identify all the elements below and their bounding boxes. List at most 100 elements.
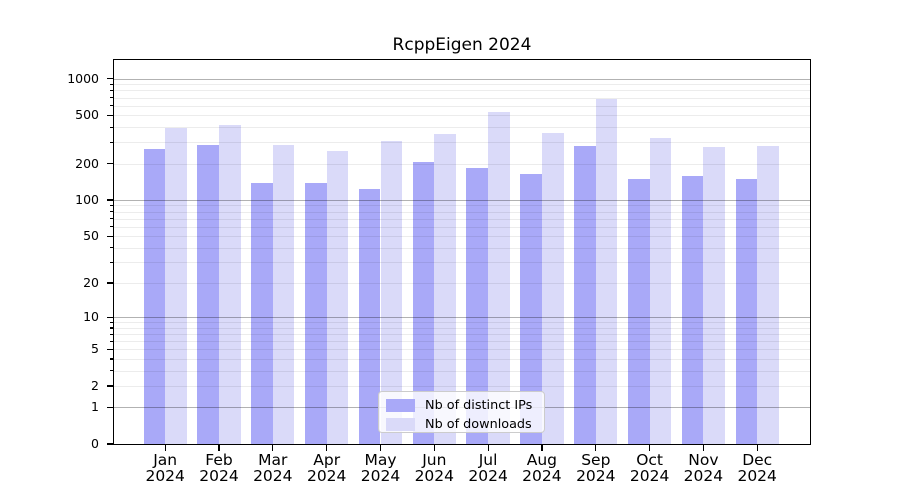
y-tick-100 — [107, 199, 114, 201]
gridline-minor-700 — [114, 97, 810, 99]
plot-area: Nb of distinct IPs Nb of downloads — [114, 60, 810, 444]
y-tick-label-2: 2 — [91, 377, 99, 393]
gridline-minor-900 — [114, 84, 810, 86]
x-tick-label-oct: Oct 2024 — [629, 451, 670, 485]
legend-label-downloads: Nb of downloads — [425, 417, 532, 432]
y-tick-label-100: 100 — [75, 191, 99, 207]
x-tick-label-apr: Apr 2024 — [306, 451, 347, 485]
gridline-minor-200 — [114, 163, 810, 165]
x-tick-oct — [649, 445, 651, 451]
x-tick-may — [379, 445, 382, 451]
y-minortick-80 — [110, 211, 114, 213]
bar-distinct-ips-jun — [412, 161, 435, 444]
x-tick-jun — [433, 445, 435, 451]
bar-distinct-ips-nov — [681, 175, 704, 444]
y-minortick-9 — [110, 321, 114, 323]
gridline-minor-4 — [114, 358, 810, 360]
bar-distinct-ips-aug — [520, 174, 542, 444]
y-minortick-300 — [110, 141, 114, 143]
x-tick-apr — [326, 445, 328, 451]
gridline-minor-2 — [114, 385, 810, 387]
y-minortick-70 — [110, 218, 114, 220]
gridline-major-100 — [114, 199, 810, 201]
gridline-minor-50 — [114, 236, 810, 238]
x-tick-mar — [272, 445, 274, 451]
x-tick-label-jul: Jul 2024 — [468, 451, 508, 485]
y-tick-1000 — [107, 78, 114, 80]
x-tick-label-jan: Jan 2024 — [145, 451, 185, 485]
legend-swatch-distinct-ips — [386, 399, 415, 412]
gridline-minor-500 — [114, 115, 810, 117]
bar-distinct-ips-may — [358, 188, 381, 444]
gridline-minor-8 — [114, 327, 810, 329]
y-minortick-3 — [110, 370, 114, 372]
gridline-minor-6 — [114, 341, 810, 343]
y-minortick-7 — [110, 333, 114, 335]
chart-title: RcppEigen 2024 — [392, 35, 532, 55]
y-minortick-30 — [110, 261, 114, 264]
gridline-major-10 — [114, 317, 810, 319]
y-minortick-8 — [110, 327, 114, 329]
y-tick-label-10: 10 — [83, 309, 99, 325]
y-tick-label-500: 500 — [75, 107, 99, 123]
y-minortick-700 — [110, 97, 114, 99]
bar-downloads-jun — [434, 134, 456, 444]
legend-swatch-downloads — [386, 418, 415, 431]
bar-downloads-sep — [595, 99, 618, 444]
x-tick-label-feb: Feb 2024 — [199, 451, 239, 485]
x-tick-jan — [164, 445, 166, 451]
y-minortick-90 — [110, 204, 114, 207]
x-tick-label-mar: Mar 2024 — [253, 451, 293, 485]
legend: Nb of distinct IPs Nb of downloads — [378, 391, 545, 433]
y-minortick-40 — [110, 247, 114, 249]
y-tick-20 — [107, 282, 114, 284]
x-tick-feb — [218, 445, 220, 451]
bar-downloads-aug — [541, 133, 564, 444]
gridline-minor-3 — [114, 370, 810, 372]
gridline-minor-800 — [114, 90, 810, 92]
bar-distinct-ips-jul — [466, 167, 489, 444]
y-tick-label-1: 1 — [91, 399, 99, 415]
x-tick-label-nov: Nov 2024 — [683, 451, 724, 485]
gridline-minor-20 — [114, 283, 810, 284]
y-tick-label-1000: 1000 — [67, 70, 99, 86]
y-tick-500 — [107, 114, 114, 116]
y-tick-label-50: 50 — [83, 228, 99, 244]
legend-item-distinct-ips: Nb of distinct IPs — [386, 396, 544, 415]
x-tick-dec — [756, 445, 758, 451]
bar-downloads-jan — [165, 128, 187, 444]
y-tick-200 — [107, 162, 114, 165]
y-minortick-4 — [110, 358, 114, 360]
y-tick-label-5: 5 — [91, 341, 99, 357]
gridline-minor-40 — [114, 247, 810, 249]
bar-downloads-apr — [326, 150, 349, 444]
y-tick-1 — [107, 406, 114, 408]
gridline-major-1000 — [114, 78, 810, 80]
x-tick-nov — [702, 445, 705, 451]
y-tick-label-200: 200 — [75, 155, 99, 171]
y-tick-50 — [107, 235, 114, 237]
bar-downloads-dec — [757, 145, 779, 444]
gridline-minor-400 — [114, 127, 810, 128]
x-tick-label-dec: Dec 2024 — [737, 451, 777, 485]
bar-downloads-mar — [272, 144, 295, 444]
gridline-minor-70 — [114, 218, 810, 220]
y-tick-5 — [107, 348, 114, 350]
x-tick-label-aug: Aug 2024 — [522, 451, 562, 485]
legend-label-distinct-ips: Nb of distinct IPs — [425, 398, 533, 413]
bar-distinct-ips-apr — [305, 182, 327, 444]
bar-distinct-ips-dec — [735, 179, 758, 444]
y-minortick-400 — [110, 126, 114, 128]
y-minortick-900 — [110, 83, 114, 85]
x-tick-label-sep: Sep 2024 — [576, 451, 616, 485]
x-tick-aug — [541, 445, 543, 451]
bar-downloads-jul — [488, 111, 510, 444]
x-tick-label-jun: Jun 2024 — [414, 451, 455, 485]
y-tick-0 — [107, 443, 114, 445]
gridline-minor-300 — [114, 142, 810, 144]
gridline-minor-5 — [114, 349, 810, 351]
y-minortick-6 — [110, 340, 114, 342]
bar-downloads-oct — [649, 137, 672, 444]
gridline-minor-600 — [114, 105, 810, 107]
